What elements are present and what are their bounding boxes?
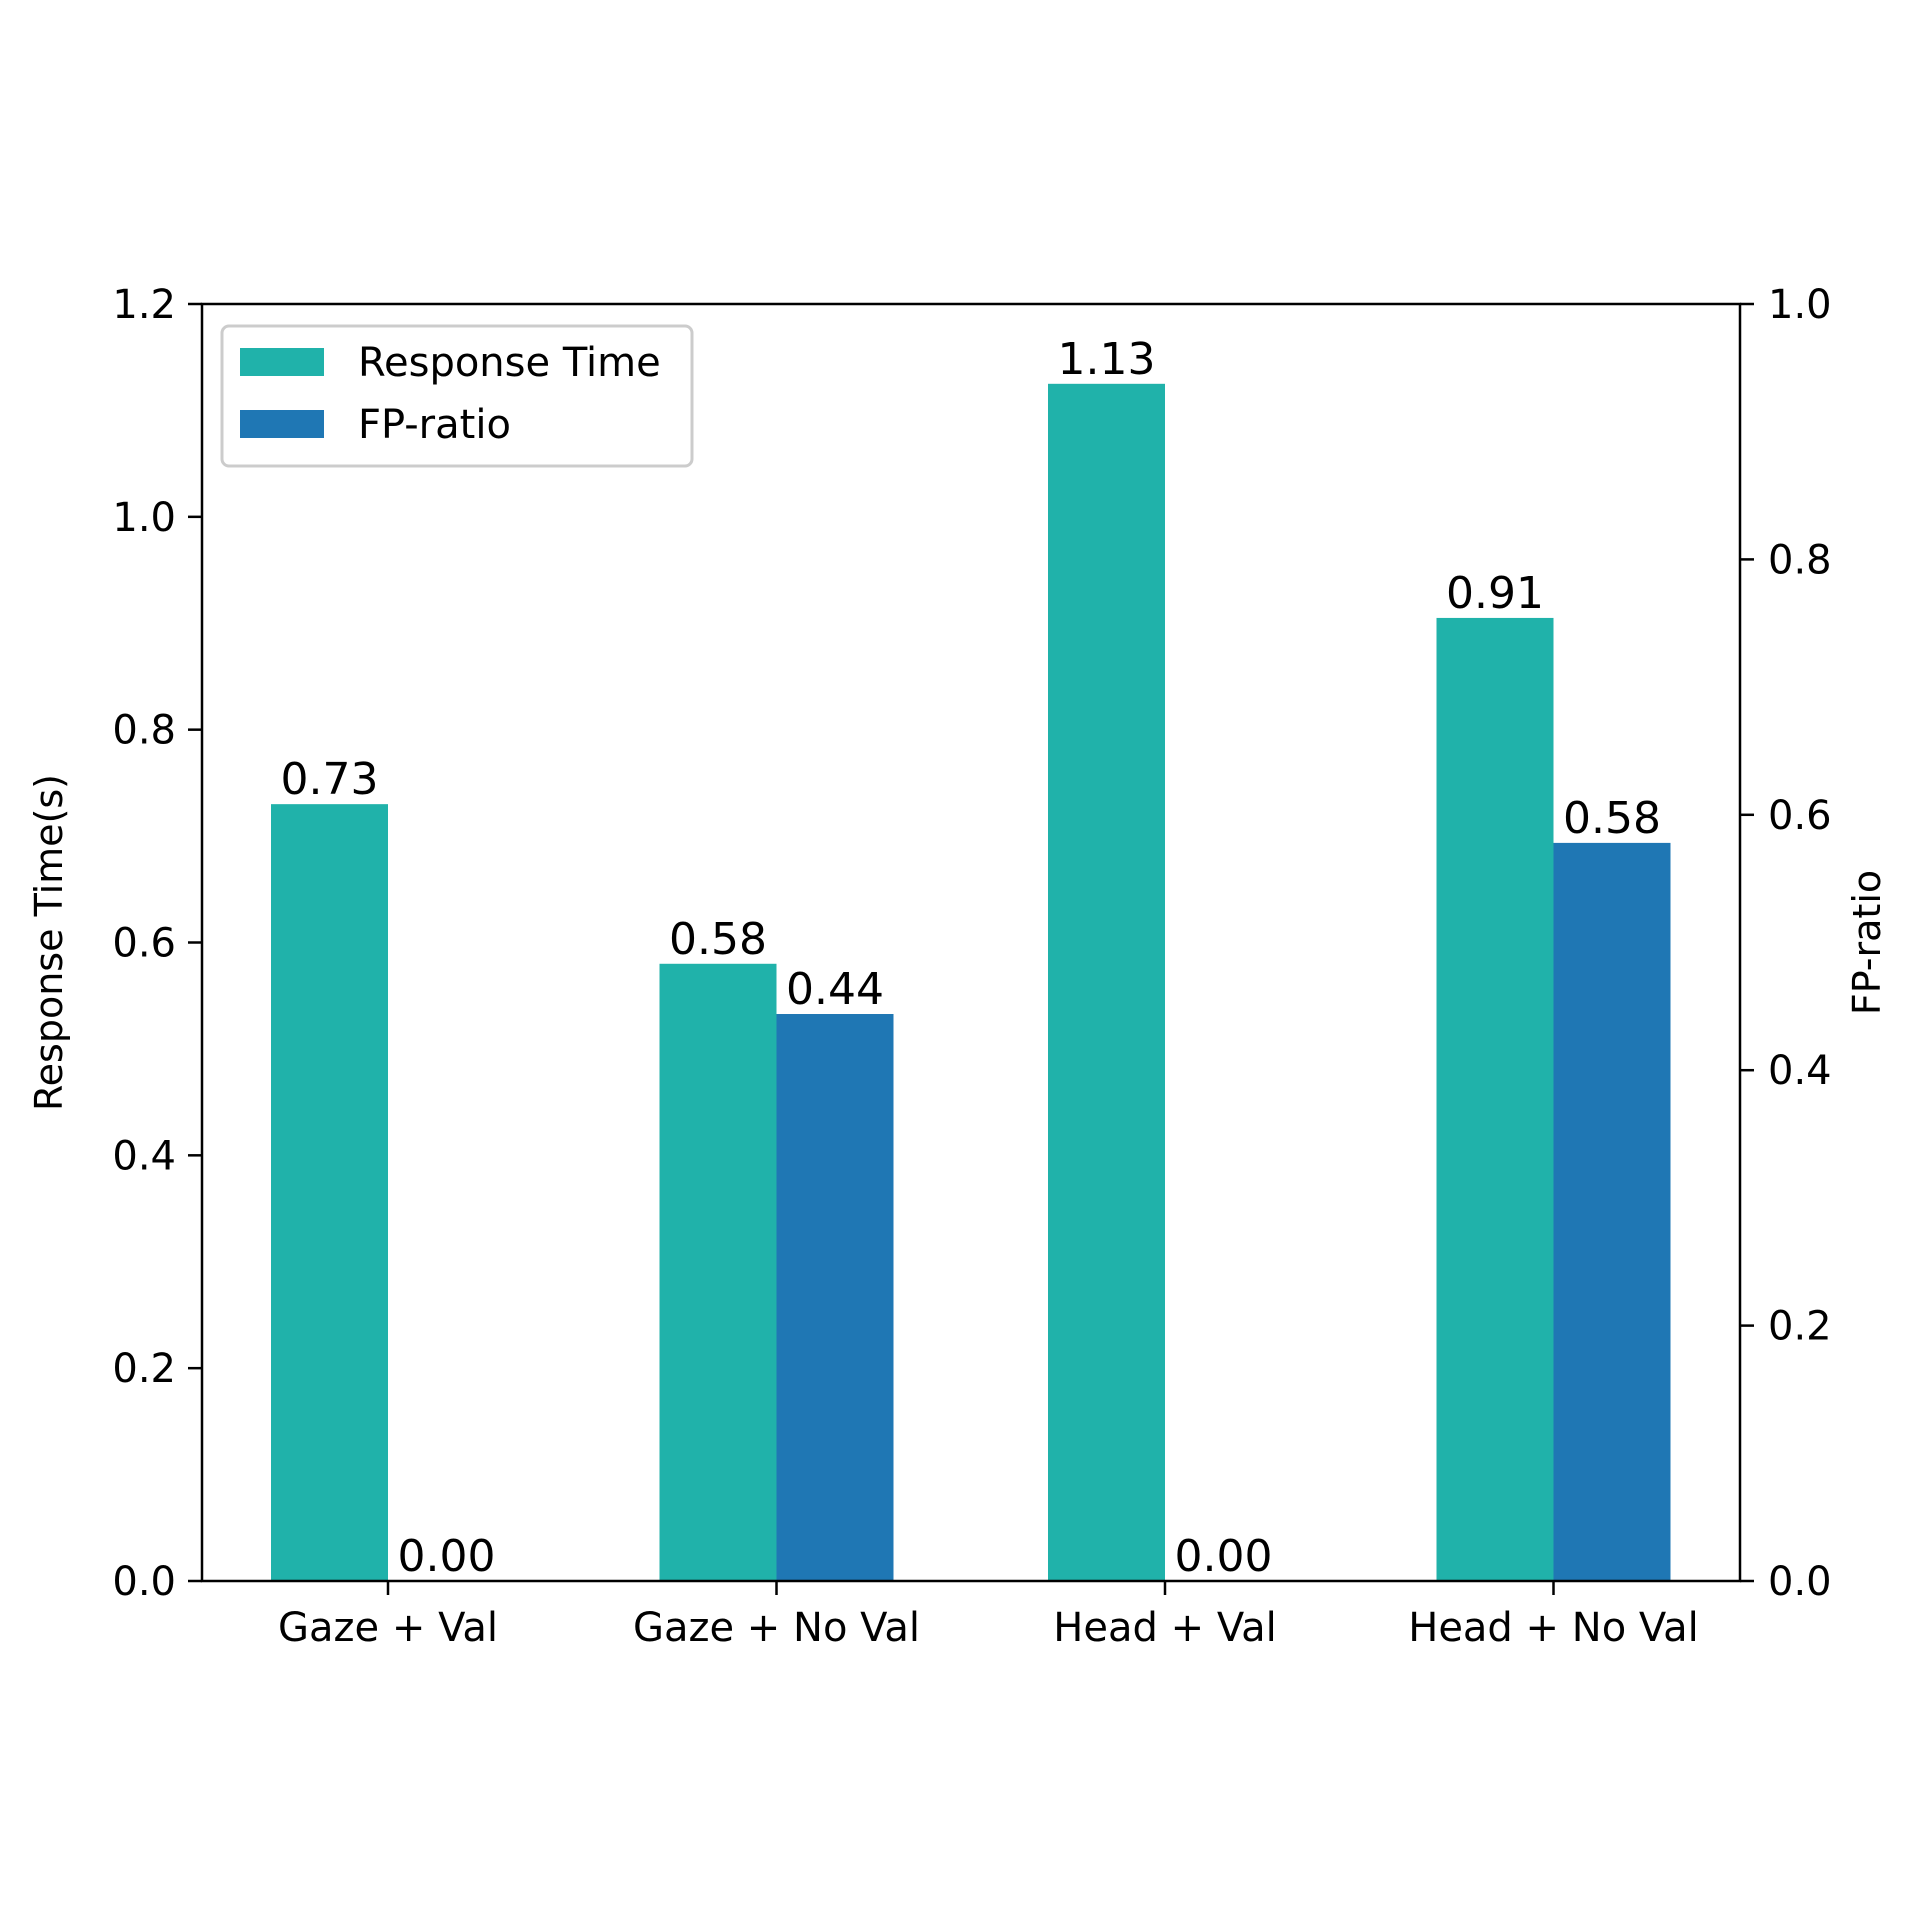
right-tick-label-0-0: 0.0 bbox=[1768, 1559, 1832, 1605]
bar-response-time-head-no-val bbox=[1436, 617, 1554, 1581]
left-tick-label-0-2: 0.2 bbox=[112, 1346, 176, 1392]
x-tick-label-gaze-no-val: Gaze + No Val bbox=[633, 1605, 920, 1651]
x-tick-label-head-val: Head + Val bbox=[1053, 1605, 1276, 1651]
data-label-response-time-head-val: 1.13 bbox=[1058, 334, 1156, 385]
left-tick-label-0-8: 0.8 bbox=[112, 708, 176, 754]
legend-swatch-fp-ratio bbox=[240, 410, 324, 438]
legend: Response Time FP-ratio bbox=[220, 324, 694, 468]
data-label-fp-ratio-gaze-no-val: 0.44 bbox=[786, 964, 884, 1015]
y-axis-title-left: Response Time(s) bbox=[27, 774, 71, 1111]
right-tick-label-0-4: 0.4 bbox=[1768, 1048, 1832, 1094]
left-tick-label-1-2: 1.2 bbox=[112, 282, 176, 328]
left-tick-label-0-4: 0.4 bbox=[112, 1133, 176, 1179]
y-axis-title-right: FP-ratio bbox=[1845, 870, 1889, 1015]
right-tick-label-0-6: 0.6 bbox=[1768, 793, 1832, 839]
data-label-response-time-gaze-val: 0.73 bbox=[281, 754, 379, 805]
legend-box bbox=[220, 324, 694, 468]
right-tick-label-0-8: 0.8 bbox=[1768, 537, 1832, 583]
data-label-fp-ratio-head-val: 0.00 bbox=[1175, 1531, 1273, 1582]
right-axis: 0.0 0.2 0.4 0.6 0.8 1.0 bbox=[1740, 282, 1832, 1605]
legend-label-response-time: Response Time bbox=[358, 340, 661, 386]
legend-swatch-response-time bbox=[240, 348, 324, 376]
bars-layer bbox=[271, 383, 1671, 1581]
data-labels-layer: 0.73 0.58 1.13 0.91 0.00 0.44 0.00 0.58 bbox=[281, 334, 1661, 1582]
data-label-fp-ratio-head-no-val: 0.58 bbox=[1563, 793, 1661, 844]
data-label-fp-ratio-gaze-val: 0.00 bbox=[398, 1531, 496, 1582]
data-label-response-time-gaze-no-val: 0.58 bbox=[669, 914, 767, 965]
left-tick-label-1-0: 1.0 bbox=[112, 495, 176, 541]
bar-fp-ratio-gaze-no-val bbox=[776, 1014, 894, 1581]
left-tick-label-0-0: 0.0 bbox=[112, 1559, 176, 1605]
data-label-response-time-head-no-val: 0.91 bbox=[1446, 568, 1544, 619]
right-tick-label-0-2: 0.2 bbox=[1768, 1304, 1832, 1350]
bar-response-time-gaze-val bbox=[271, 804, 388, 1581]
bar-response-time-head-val bbox=[1048, 383, 1165, 1581]
left-axis: 0.0 0.2 0.4 0.6 0.8 1.0 1.2 bbox=[112, 282, 202, 1605]
x-tick-label-gaze-val: Gaze + Val bbox=[278, 1605, 498, 1651]
left-tick-label-0-6: 0.6 bbox=[112, 921, 176, 967]
bar-fp-ratio-head-no-val bbox=[1553, 842, 1671, 1581]
right-tick-label-1-0: 1.0 bbox=[1768, 282, 1832, 328]
bar-response-time-gaze-no-val bbox=[659, 963, 777, 1581]
legend-label-fp-ratio: FP-ratio bbox=[358, 402, 511, 448]
x-tick-label-head-no-val: Head + No Val bbox=[1408, 1605, 1699, 1651]
x-axis: Gaze + Val Gaze + No Val Head + Val Head + … bbox=[278, 1581, 1699, 1651]
